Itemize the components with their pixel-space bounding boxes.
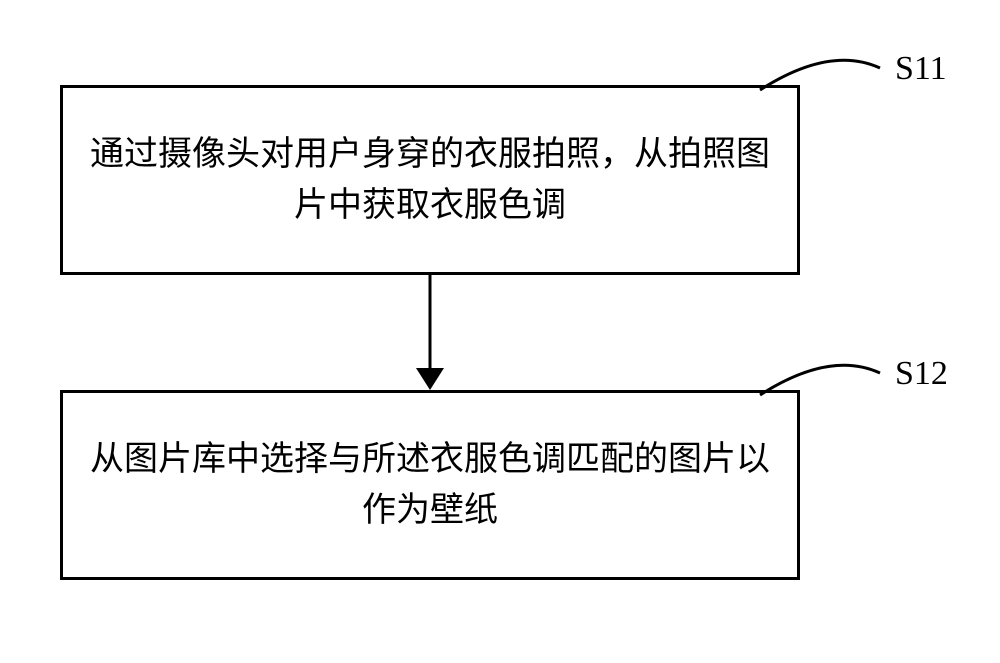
- step-label-s12: S12: [895, 355, 948, 393]
- flowchart-canvas: 通过摄像头对用户身穿的衣服拍照，从拍照图片中获取衣服色调 S11 从图片库中选择…: [0, 0, 1000, 663]
- callout-s12: [0, 0, 1000, 663]
